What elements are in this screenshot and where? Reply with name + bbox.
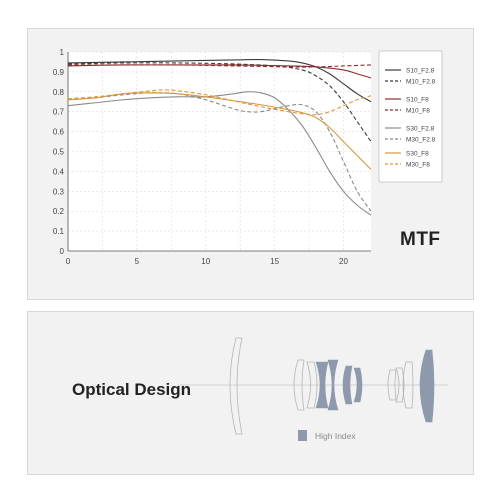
high-index-label: High Index <box>315 430 356 441</box>
y-tick-label: 0.2 <box>53 207 65 216</box>
high-index-swatch <box>298 430 307 441</box>
series-line-m10-f2-8 <box>67 62 372 142</box>
y-tick-label: 0.1 <box>53 227 65 236</box>
optical-design-title: Optical Design <box>72 380 192 399</box>
chart-grid <box>67 51 371 252</box>
x-tick-label: 15 <box>270 257 279 266</box>
lens-element-g4-1 <box>387 369 397 401</box>
lens-element-g3-2-high-index <box>353 367 363 403</box>
series-line-s30-f2-8 <box>67 91 372 216</box>
legend-label: S30_F2.8 <box>406 126 435 133</box>
mtf-panel: 0 0.1 0.2 0.3 0.4 0.5 0.6 0.7 0.8 0.9 1 0 5 10 15 20 S1… <box>27 28 474 300</box>
lens-element-g3-1-high-index <box>342 365 353 405</box>
x-tick-label: 5 <box>135 257 140 266</box>
y-tick-label: 0 <box>60 247 65 256</box>
legend-label: S30_F8 <box>406 151 429 158</box>
lens-diagram <box>178 337 448 435</box>
mtf-chart: 00.10.20.30.40.50.60.70.80.910 5 10 15 20 S1… <box>53 48 443 266</box>
lens-element-g2-1 <box>293 359 305 411</box>
lens-element-g2-4-high-index <box>327 359 339 411</box>
legend-box <box>378 50 443 183</box>
series-line-s10-f2-8 <box>67 58 372 103</box>
y-tick-label: 0.5 <box>53 148 65 157</box>
y-tick-label: 0.8 <box>53 88 65 97</box>
series-line-s30-f8 <box>67 92 372 170</box>
lens-element-g4-3 <box>402 361 414 409</box>
lens-element-g2-2 <box>306 361 318 409</box>
series-line-m10-f8 <box>68 64 372 68</box>
legend-label: S10_F8 <box>406 97 429 104</box>
chart-series <box>67 58 372 216</box>
legend-label: M10_F8 <box>406 108 430 115</box>
y-tick-label: 0.7 <box>53 108 65 117</box>
mtf-title: MTF <box>400 229 441 250</box>
y-tick-label: 0.9 <box>53 68 65 77</box>
lens-element-front <box>229 337 243 435</box>
legend-label: S10_F2.8 <box>406 68 435 75</box>
optical-design-panel: Optical Design High Index <box>27 311 474 475</box>
legend-label: M10_F2.8 <box>406 79 436 86</box>
series-line-s10-f8 <box>67 64 372 79</box>
x-tick-label: 0 <box>66 257 71 266</box>
y-tick-label: 0.3 <box>53 187 65 196</box>
chart-legend: S10_F2.8 M10_F2.8 S10_F8 M10_F8 S30_F2.8 M30_… <box>378 50 443 183</box>
y-tick-label: 0.4 <box>53 167 65 176</box>
legend-label: M30_F2.8 <box>406 137 436 144</box>
high-index-legend: High Index <box>298 430 356 441</box>
legend-label: M30_F8 <box>406 162 430 169</box>
x-tick-label: 20 <box>339 257 348 266</box>
y-tick-label: 1 <box>60 48 65 57</box>
chart-axes: 00.10.20.30.40.50.60.70.80.910 5 10 15 20 <box>53 48 371 266</box>
lens-element-g2-3-high-index <box>315 361 329 409</box>
x-tick-label: 10 <box>201 257 210 266</box>
y-tick-label: 0.6 <box>53 128 65 137</box>
lens-element-rear-high-index <box>419 349 435 423</box>
